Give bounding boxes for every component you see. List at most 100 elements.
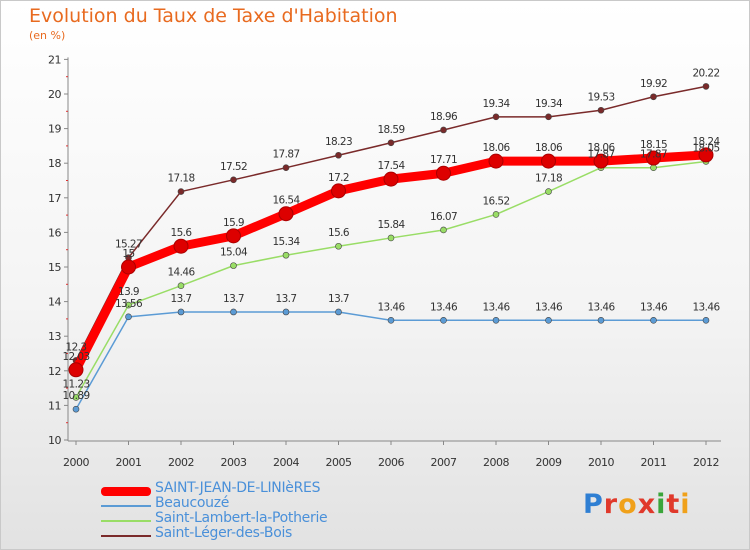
- data-label: 16.07: [430, 211, 457, 223]
- data-point: [440, 226, 447, 234]
- x-tick-label: 2005: [326, 456, 352, 469]
- y-tick-label: 15: [48, 261, 61, 274]
- data-point: [541, 153, 556, 169]
- data-point: [702, 83, 710, 90]
- chart-title: Evolution du Taux de Taxe d'Habitation: [29, 5, 398, 27]
- data-point: [650, 164, 657, 171]
- data-label: 15.34: [272, 236, 300, 248]
- data-point: [387, 139, 395, 147]
- data-label: 16.52: [482, 195, 509, 207]
- data-point: [597, 316, 605, 324]
- data-label: 20.22: [692, 67, 719, 79]
- data-point: [440, 126, 447, 134]
- legend-swatch: [101, 486, 151, 496]
- data-point: [125, 301, 132, 309]
- y-tick-label: 20: [48, 88, 61, 101]
- data-label: 18.06: [587, 142, 615, 154]
- x-tick-label: 2009: [536, 456, 562, 469]
- data-label: 17.54: [377, 160, 405, 172]
- data-label: 13.46: [587, 301, 615, 313]
- series-line: [75, 311, 707, 410]
- data-label: 18.96: [430, 111, 458, 123]
- data-label: 18.05: [692, 142, 719, 154]
- y-tick-label: 10: [48, 434, 61, 447]
- legend-swatch: [101, 505, 151, 507]
- y-tick-label: 14: [48, 296, 61, 309]
- y-tick-label: 19: [48, 123, 61, 136]
- data-point: [593, 153, 609, 169]
- data-point: [68, 362, 84, 378]
- data-point: [335, 308, 342, 316]
- data-point: [545, 188, 552, 195]
- data-point: [230, 176, 237, 184]
- data-label: 13.7: [328, 293, 349, 305]
- data-label: 17.18: [535, 173, 562, 185]
- data-label: 18.24: [692, 136, 720, 148]
- data-point: [230, 262, 237, 269]
- data-point: [646, 150, 661, 166]
- data-point: [383, 171, 399, 187]
- data-label: 15.6: [328, 227, 350, 239]
- data-label: 19.53: [587, 91, 614, 103]
- data-label: 13.46: [640, 301, 668, 313]
- x-tick-label: 2001: [116, 456, 142, 469]
- data-point: [492, 113, 500, 121]
- data-point: [545, 316, 552, 324]
- data-point: [278, 206, 294, 222]
- data-point: [597, 106, 605, 114]
- data-label: 18.23: [325, 136, 352, 148]
- data-label: 15: [122, 248, 134, 260]
- y-tick-label: 12: [48, 365, 61, 378]
- data-label: 13.56: [115, 298, 143, 310]
- data-label: 11.23: [62, 378, 89, 390]
- x-tick-label: 2007: [431, 456, 457, 469]
- data-label: 13.7: [171, 293, 192, 305]
- data-point: [331, 183, 346, 199]
- data-point: [492, 316, 500, 324]
- y-tick-label: 21: [48, 53, 61, 66]
- legend-label: Saint-Lambert-la-Potherie: [155, 510, 328, 526]
- data-point: [282, 308, 290, 316]
- y-tick-label: 11: [48, 399, 61, 412]
- chart-subtitle: (en %): [29, 29, 66, 42]
- data-label: 19.92: [640, 78, 667, 90]
- data-label: 12.03: [62, 351, 89, 363]
- series-line: [75, 160, 707, 399]
- data-point: [282, 164, 290, 171]
- data-point: [121, 259, 136, 275]
- data-label: 12.3: [66, 341, 87, 353]
- legend-swatch: [101, 520, 151, 522]
- data-point: [492, 211, 500, 218]
- data-label: 18.06: [535, 142, 563, 154]
- data-label: 13.46: [482, 301, 510, 313]
- data-point: [72, 394, 80, 401]
- data-point: [335, 242, 342, 250]
- data-label: 17.2: [328, 172, 349, 184]
- data-point: [440, 316, 447, 324]
- x-tick-label: 2004: [273, 456, 299, 469]
- data-point: [177, 188, 185, 195]
- data-point: [125, 313, 132, 321]
- data-label: 17.87: [587, 149, 614, 161]
- data-label: 17.71: [430, 154, 457, 166]
- data-label: 18.06: [482, 142, 510, 154]
- data-point: [650, 316, 657, 324]
- data-label: 14.46: [167, 267, 195, 279]
- data-label: 15.04: [220, 247, 248, 259]
- x-tick-label: 2000: [63, 456, 89, 469]
- data-label: 13.46: [377, 301, 405, 313]
- legend-swatch: [101, 535, 151, 537]
- series-line: [71, 150, 711, 375]
- data-label: 17.18: [167, 173, 194, 185]
- x-tick-label: 2012: [693, 456, 719, 469]
- y-tick-label: 16: [48, 226, 61, 239]
- data-point: [436, 165, 451, 181]
- data-label: 17.87: [272, 149, 299, 161]
- data-label: 17.87: [640, 149, 667, 161]
- data-label: 15.6: [171, 227, 193, 239]
- data-label: 19.34: [535, 98, 563, 110]
- x-tick-label: 2008: [483, 456, 509, 469]
- data-label: 15.9: [223, 217, 244, 229]
